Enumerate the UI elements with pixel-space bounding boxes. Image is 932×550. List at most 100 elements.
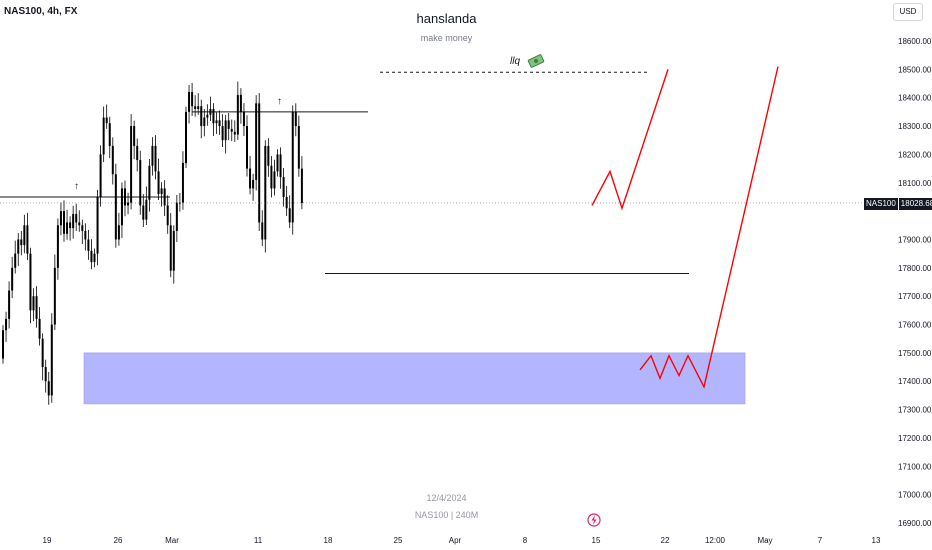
- candle-body: [151, 145, 154, 166]
- candle-body: [224, 120, 227, 141]
- candle-body: [63, 211, 65, 234]
- price-badge-symbol: NAS100: [864, 198, 898, 210]
- x-tick-label: 8: [523, 536, 528, 545]
- candle-body: [41, 338, 44, 368]
- candle-body: [154, 145, 157, 172]
- candle-body: [203, 117, 206, 127]
- candle-body: [178, 202, 181, 204]
- y-tick-label: 17100.00: [898, 462, 932, 471]
- y-tick-label: 17900.00: [898, 235, 932, 244]
- candle-body: [242, 111, 245, 127]
- currency-button[interactable]: USD: [893, 3, 923, 21]
- candle-body: [218, 120, 221, 127]
- candle-body: [120, 188, 123, 226]
- y-tick-label: 17800.00: [898, 264, 932, 273]
- x-tick-label: 7: [818, 536, 823, 545]
- candle-body: [47, 381, 50, 396]
- candle-body: [66, 222, 69, 234]
- candle-body: [288, 208, 291, 223]
- candle-body: [142, 205, 145, 220]
- candle-body: [267, 145, 270, 166]
- candle-body: [270, 165, 273, 189]
- candle-body: [50, 324, 53, 396]
- candle-body: [191, 92, 194, 107]
- y-tick-label: 17700.00: [898, 292, 932, 301]
- candle-body: [20, 239, 23, 246]
- candle-body: [294, 111, 297, 127]
- candle-body: [291, 111, 294, 223]
- candle-body: [72, 213, 75, 229]
- current-price-badge: NAS100 18028.68: [864, 198, 932, 210]
- y-tick-label: 18200.00: [898, 150, 932, 159]
- candle-body: [276, 154, 279, 172]
- demand-zone: [83, 352, 746, 405]
- candle-body: [157, 171, 160, 195]
- candle-body: [258, 103, 261, 223]
- candle-body: [87, 239, 90, 251]
- candle-body: [239, 94, 242, 112]
- candle-body: [96, 196, 99, 254]
- candle-body: [200, 106, 203, 127]
- x-tick-label: Mar: [165, 536, 179, 545]
- chart-author-title: hanslanda: [416, 11, 477, 26]
- candle-body: [212, 109, 215, 124]
- candle-body: [90, 250, 93, 263]
- y-tick-label: 17300.00: [898, 406, 932, 415]
- candle-body: [17, 239, 20, 254]
- x-tick-label: 12:00: [705, 536, 726, 545]
- candle-body: [29, 253, 32, 311]
- candle-body: [166, 205, 169, 226]
- candle-body: [14, 253, 17, 268]
- money-icon: [527, 54, 545, 68]
- y-tick-label: 16900.00: [898, 519, 932, 528]
- projection-path-2: [639, 66, 779, 389]
- candle-body: [2, 330, 4, 359]
- candle-body: [148, 165, 151, 200]
- candle-body: [8, 290, 11, 319]
- x-tick-label: May: [757, 536, 772, 545]
- candle-body: [5, 318, 8, 331]
- candle-body: [99, 154, 102, 197]
- candle-body: [221, 126, 224, 141]
- lightning-icon[interactable]: [587, 513, 601, 527]
- liquidity-label: llq: [510, 56, 521, 67]
- candle-body: [35, 296, 38, 319]
- candle-body: [53, 267, 56, 325]
- price-badge-value: 18028.68: [897, 198, 932, 210]
- x-tick-label: 26: [114, 536, 123, 545]
- candle-body: [246, 126, 248, 169]
- candle-body: [75, 213, 78, 223]
- y-tick-label: 18300.00: [898, 122, 932, 131]
- candle-body: [59, 211, 62, 226]
- candle-body: [169, 225, 172, 271]
- candle-body: [32, 296, 35, 311]
- candle-body: [102, 117, 105, 155]
- break-marker-1: ↑: [74, 181, 79, 192]
- candle-body: [227, 120, 230, 129]
- candle-body: [252, 179, 255, 189]
- x-tick-label: 18: [324, 536, 333, 545]
- y-tick-label: 17000.00: [898, 491, 932, 500]
- candle-body: [38, 318, 41, 339]
- y-tick-label: 17600.00: [898, 321, 932, 330]
- candle-body: [206, 114, 209, 118]
- x-tick-label: 19: [43, 536, 52, 545]
- y-tick-label: 18500.00: [898, 65, 932, 74]
- candle-body: [136, 145, 139, 161]
- candle-body: [172, 230, 175, 271]
- candle-body: [160, 188, 163, 195]
- projection-path-1: [591, 69, 669, 211]
- candle-body: [133, 126, 136, 146]
- candle-body: [300, 168, 303, 203]
- candle-body: [127, 202, 130, 206]
- candle-body: [81, 225, 84, 231]
- candle-body: [23, 225, 26, 246]
- break-marker-2: ↑: [277, 96, 282, 107]
- candle-body: [209, 109, 212, 115]
- candle-body: [11, 267, 14, 291]
- candle-body: [188, 92, 191, 112]
- candle-body: [264, 145, 267, 240]
- candle-body: [297, 126, 300, 169]
